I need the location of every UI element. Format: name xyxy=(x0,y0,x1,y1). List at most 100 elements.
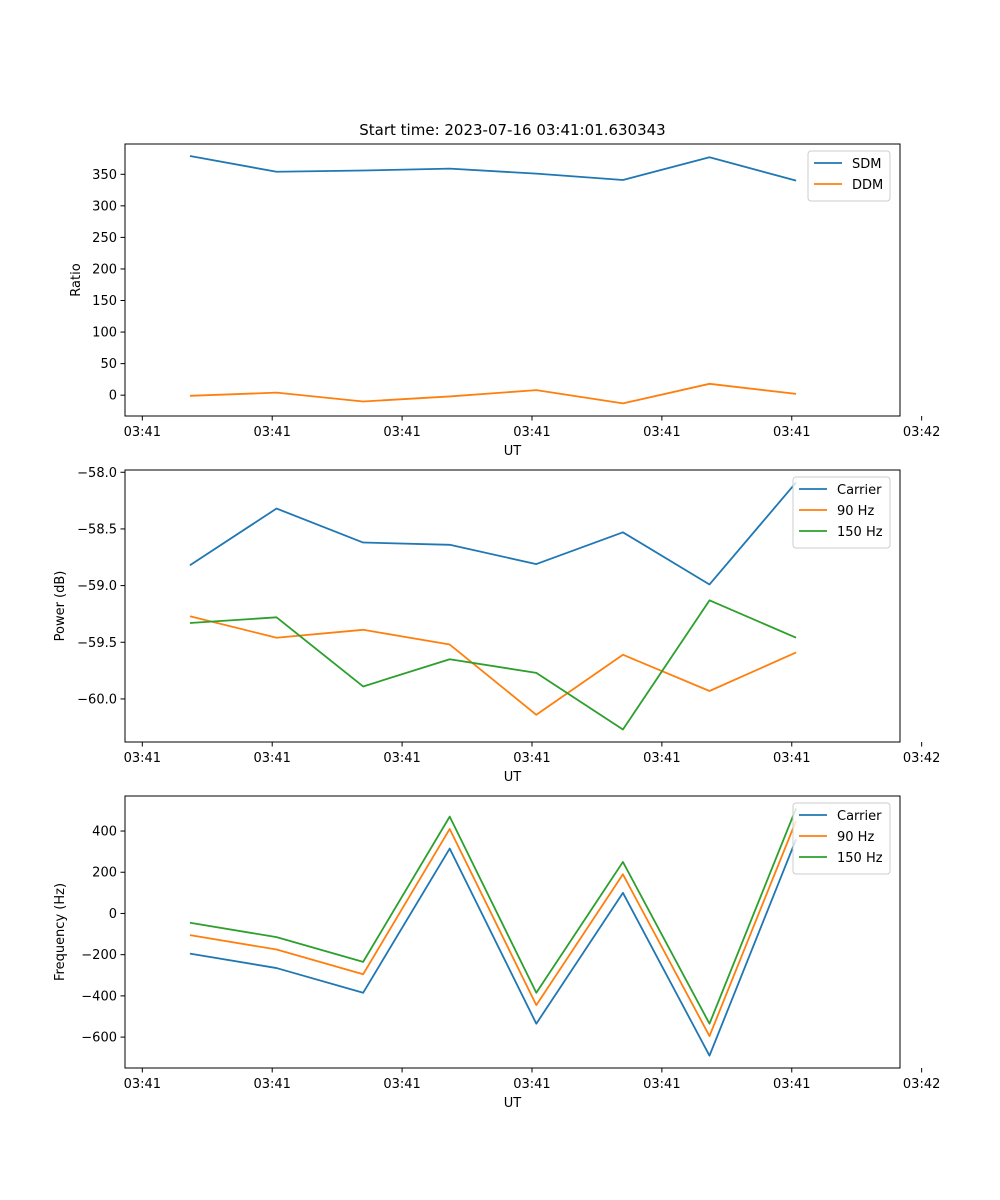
x-tick-label: 03:42 xyxy=(903,1077,940,1092)
x-tick: 03:41 xyxy=(383,416,421,440)
y-tick-label: 0 xyxy=(109,389,117,404)
series-line-sdm xyxy=(189,155,797,182)
y-tick-label: −59.5 xyxy=(77,636,117,651)
x-tick-label: 03:42 xyxy=(903,425,940,440)
y-tick: 350 xyxy=(92,168,125,183)
axes-frame xyxy=(124,795,901,1069)
x-axis-label: UT xyxy=(504,770,522,785)
y-tick-label: 400 xyxy=(92,825,117,840)
y-tick: −58.5 xyxy=(77,522,125,537)
y-tick: −200 xyxy=(81,948,125,963)
legend-entry: SDM xyxy=(814,157,881,172)
x-tick: 03:41 xyxy=(513,1068,551,1092)
chart-title: Start time: 2023-07-16 03:41:01.630343 xyxy=(359,121,665,139)
x-tick-label: 03:41 xyxy=(773,751,810,766)
y-tick: 400 xyxy=(92,825,125,840)
legend-entry: 90 Hz xyxy=(799,830,874,845)
legend-entry: 90 Hz xyxy=(799,504,874,519)
y-tick: 300 xyxy=(92,199,125,214)
legend: Carrier 90 Hz 150 Hz xyxy=(792,476,891,549)
y-tick-label: 150 xyxy=(92,294,117,309)
series-line-ddm xyxy=(189,382,797,405)
x-tick: 03:42 xyxy=(903,416,940,440)
legend-entry: Carrier xyxy=(799,809,882,824)
x-tick-label: 03:41 xyxy=(253,1077,290,1092)
x-tick: 03:41 xyxy=(643,1068,681,1092)
x-tick-label: 03:41 xyxy=(253,751,290,766)
y-tick: −60.0 xyxy=(77,692,125,707)
legend-label: Carrier xyxy=(837,809,882,824)
y-tick: 50 xyxy=(100,357,125,372)
x-axis-label: UT xyxy=(504,444,522,459)
x-tick: 03:41 xyxy=(124,416,161,440)
x-tick-label: 03:41 xyxy=(513,1077,550,1092)
y-tick-label: −58.5 xyxy=(77,522,117,537)
y-tick: 200 xyxy=(92,262,125,277)
x-tick: 03:41 xyxy=(513,416,551,440)
y-tick: −59.0 xyxy=(77,579,125,594)
x-tick: 03:41 xyxy=(773,416,810,440)
x-axis-label: UT xyxy=(504,1096,522,1111)
y-tick: 100 xyxy=(92,326,125,341)
x-tick-label: 03:41 xyxy=(643,1077,680,1092)
series-group xyxy=(189,155,797,405)
series-line-150-hz xyxy=(189,599,797,731)
y-tick-label: −600 xyxy=(81,1031,117,1046)
x-tick-label: 03:41 xyxy=(383,425,420,440)
x-tick-label: 03:41 xyxy=(253,425,290,440)
x-tick: 03:41 xyxy=(383,1068,421,1092)
x-tick: 03:41 xyxy=(773,1068,810,1092)
series-line-90-hz xyxy=(189,820,797,1037)
x-tick: 03:41 xyxy=(253,416,291,440)
y-tick: −400 xyxy=(81,989,125,1004)
legend-entry: DDM xyxy=(814,178,883,193)
y-tick-label: 0 xyxy=(109,907,117,922)
series-line-150-hz xyxy=(189,808,797,1025)
x-tick-label: 03:41 xyxy=(383,751,420,766)
y-tick: 250 xyxy=(92,231,125,246)
x-tick-label: 03:41 xyxy=(643,425,680,440)
x-tick-label: 03:41 xyxy=(124,1077,161,1092)
y-axis-label: Ratio xyxy=(69,263,84,296)
y-tick: 150 xyxy=(92,294,125,309)
y-tick-label: 50 xyxy=(100,357,117,372)
y-tick-label: 200 xyxy=(92,866,117,881)
y-tick-label: −200 xyxy=(81,948,117,963)
series-group xyxy=(189,808,797,1057)
y-tick-label: 350 xyxy=(92,168,117,183)
y-tick: −59.5 xyxy=(77,636,125,651)
x-tick-label: 03:41 xyxy=(513,425,550,440)
y-tick: −600 xyxy=(81,1031,125,1046)
y-axis-label: Power (dB) xyxy=(53,571,68,642)
x-tick-label: 03:41 xyxy=(124,751,161,766)
x-tick: 03:41 xyxy=(643,742,681,766)
x-tick: 03:41 xyxy=(124,742,161,766)
legend-label: Carrier xyxy=(837,483,882,498)
legend-label: SDM xyxy=(852,157,881,172)
x-tick: 03:41 xyxy=(253,1068,291,1092)
x-tick: 03:41 xyxy=(124,1068,161,1092)
x-tick-label: 03:42 xyxy=(903,751,940,766)
x-tick-label: 03:41 xyxy=(124,425,161,440)
legend-label: 150 Hz xyxy=(837,851,883,866)
x-tick-label: 03:41 xyxy=(383,1077,420,1092)
legend-entry: 150 Hz xyxy=(799,851,883,866)
y-tick: −58.0 xyxy=(77,466,125,481)
y-tick-label: 100 xyxy=(92,326,117,341)
x-tick: 03:41 xyxy=(643,416,681,440)
x-tick: 03:42 xyxy=(903,1068,940,1092)
legend-entry: 150 Hz xyxy=(799,525,883,540)
y-tick-label: 250 xyxy=(92,231,117,246)
legend-label: 90 Hz xyxy=(837,504,874,519)
y-axis-label: Frequency (Hz) xyxy=(53,883,68,981)
series-group xyxy=(189,481,797,731)
x-tick: 03:41 xyxy=(513,742,551,766)
y-tick-label: −400 xyxy=(81,989,117,1004)
x-tick: 03:41 xyxy=(253,742,291,766)
series-line-carrier xyxy=(189,481,797,586)
x-tick-label: 03:41 xyxy=(773,1077,810,1092)
x-tick-label: 03:41 xyxy=(773,425,810,440)
y-tick: 200 xyxy=(92,866,125,881)
y-tick-label: −59.0 xyxy=(77,579,117,594)
